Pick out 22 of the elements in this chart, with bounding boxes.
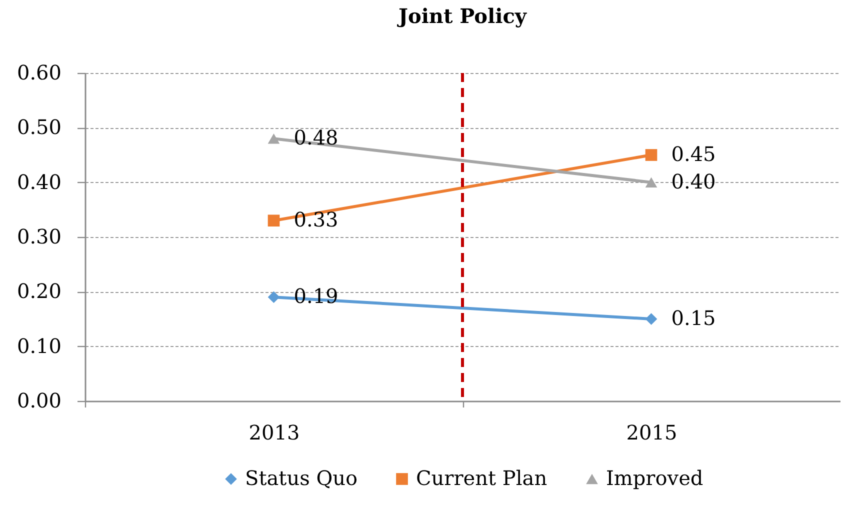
data-label: 0.48: [294, 126, 338, 150]
y-tick-label: 0.10: [16, 334, 62, 358]
legend-label: Status Quo: [245, 466, 358, 490]
x-tick-label: 2015: [626, 420, 678, 444]
y-tick-label: 0.40: [16, 170, 62, 194]
legend-label: Improved: [606, 466, 704, 490]
y-tick-label: 0.60: [16, 60, 62, 84]
point: [645, 313, 658, 325]
data-label: 0.15: [671, 306, 716, 330]
data-label: 0.33: [294, 208, 338, 232]
y-tick-label: 0.00: [16, 388, 62, 412]
data-label: 0.45: [671, 142, 716, 166]
point: [645, 149, 658, 161]
y-tick-label: 0.30: [16, 224, 62, 248]
chart-title: Joint Policy: [396, 4, 528, 28]
point: [268, 214, 280, 227]
legend-label: Current Plan: [416, 466, 548, 490]
y-tick-label: 0.20: [16, 279, 62, 304]
data-label: 0.40: [671, 169, 716, 194]
point: [268, 291, 280, 304]
y-tick-label: 0.50: [16, 115, 62, 140]
x-tick-label: 2013: [248, 420, 300, 444]
